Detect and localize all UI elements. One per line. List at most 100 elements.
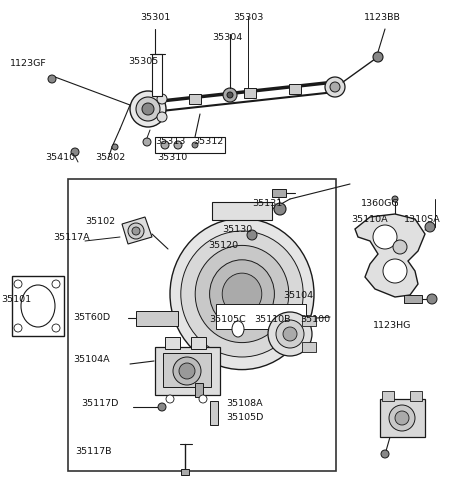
Ellipse shape — [181, 231, 303, 357]
Bar — [163, 353, 211, 387]
Text: 35304: 35304 — [212, 34, 242, 42]
Text: 1123GF: 1123GF — [9, 60, 46, 68]
Circle shape — [157, 95, 167, 105]
Bar — [302, 316, 316, 326]
Circle shape — [381, 450, 389, 458]
Circle shape — [14, 281, 22, 288]
Circle shape — [373, 225, 397, 249]
Text: 35102: 35102 — [85, 217, 115, 226]
Ellipse shape — [232, 321, 244, 337]
Circle shape — [130, 92, 166, 128]
Bar — [155, 138, 225, 154]
Circle shape — [132, 227, 140, 236]
Text: 35104A: 35104A — [74, 355, 110, 364]
Bar — [195, 383, 203, 397]
Bar — [289, 85, 301, 95]
Bar — [302, 342, 316, 352]
Bar — [191, 337, 206, 349]
Bar — [272, 190, 286, 198]
Bar — [155, 347, 220, 395]
Text: 35312: 35312 — [193, 137, 223, 146]
Polygon shape — [355, 215, 425, 297]
Text: 35310: 35310 — [157, 153, 187, 162]
Circle shape — [199, 395, 207, 403]
Bar — [216, 305, 306, 329]
Text: 1123HG: 1123HG — [373, 321, 411, 330]
Bar — [68, 180, 336, 471]
Bar — [212, 203, 272, 221]
Text: 35130: 35130 — [222, 225, 252, 234]
Ellipse shape — [195, 246, 289, 343]
Ellipse shape — [222, 274, 262, 315]
Circle shape — [71, 149, 79, 157]
Bar — [12, 276, 64, 336]
Text: 35302: 35302 — [95, 153, 125, 162]
Text: 1123BB: 1123BB — [363, 14, 400, 22]
Circle shape — [373, 53, 383, 63]
Text: 35117B: 35117B — [75, 447, 111, 456]
Text: 35101: 35101 — [1, 295, 31, 304]
Circle shape — [274, 203, 286, 216]
Circle shape — [128, 224, 144, 240]
Text: 35301: 35301 — [140, 14, 170, 22]
Circle shape — [283, 327, 297, 341]
Text: 35T60D: 35T60D — [74, 313, 110, 322]
Circle shape — [158, 403, 166, 411]
Circle shape — [425, 223, 435, 232]
Text: 35313: 35313 — [155, 137, 185, 146]
Circle shape — [227, 93, 233, 99]
Ellipse shape — [170, 219, 314, 370]
Text: 1360GG: 1360GG — [361, 199, 399, 208]
Circle shape — [157, 113, 167, 123]
Text: 35117D: 35117D — [81, 399, 118, 407]
Bar — [410, 391, 422, 401]
Circle shape — [395, 411, 409, 425]
Circle shape — [276, 320, 304, 348]
Circle shape — [48, 76, 56, 84]
Circle shape — [173, 357, 201, 385]
Text: 35117A: 35117A — [54, 233, 90, 242]
Circle shape — [112, 145, 118, 151]
Circle shape — [389, 405, 415, 431]
Circle shape — [223, 89, 237, 103]
Bar — [210, 401, 218, 425]
Bar — [136, 311, 178, 326]
Text: 35410: 35410 — [45, 153, 75, 162]
Circle shape — [52, 325, 60, 332]
Circle shape — [174, 142, 182, 150]
Circle shape — [14, 325, 22, 332]
Text: 35105C: 35105C — [210, 315, 246, 324]
Bar — [382, 391, 394, 401]
Circle shape — [392, 197, 398, 203]
Text: 35105D: 35105D — [226, 413, 263, 422]
Text: 35100: 35100 — [300, 315, 330, 324]
Bar — [380, 399, 425, 437]
Circle shape — [52, 281, 60, 288]
Circle shape — [192, 142, 198, 149]
Circle shape — [143, 139, 151, 147]
Circle shape — [330, 83, 340, 93]
Text: 35108A: 35108A — [226, 399, 262, 407]
Bar — [244, 89, 256, 99]
Polygon shape — [122, 218, 152, 244]
Circle shape — [166, 395, 174, 403]
Bar — [165, 337, 180, 349]
Bar — [181, 469, 189, 475]
Circle shape — [136, 98, 160, 122]
Text: 35305: 35305 — [128, 58, 158, 66]
Ellipse shape — [210, 260, 274, 328]
Ellipse shape — [21, 285, 55, 327]
Circle shape — [325, 78, 345, 98]
Circle shape — [247, 230, 257, 241]
Circle shape — [427, 294, 437, 305]
Text: 35104: 35104 — [283, 291, 313, 300]
Circle shape — [161, 142, 169, 150]
Text: 35110B: 35110B — [254, 315, 290, 324]
Circle shape — [142, 104, 154, 116]
Circle shape — [268, 312, 312, 356]
Circle shape — [179, 363, 195, 379]
Text: 35110A: 35110A — [352, 214, 388, 223]
Text: 35131: 35131 — [252, 199, 282, 208]
Circle shape — [393, 241, 407, 254]
Bar — [189, 95, 201, 105]
